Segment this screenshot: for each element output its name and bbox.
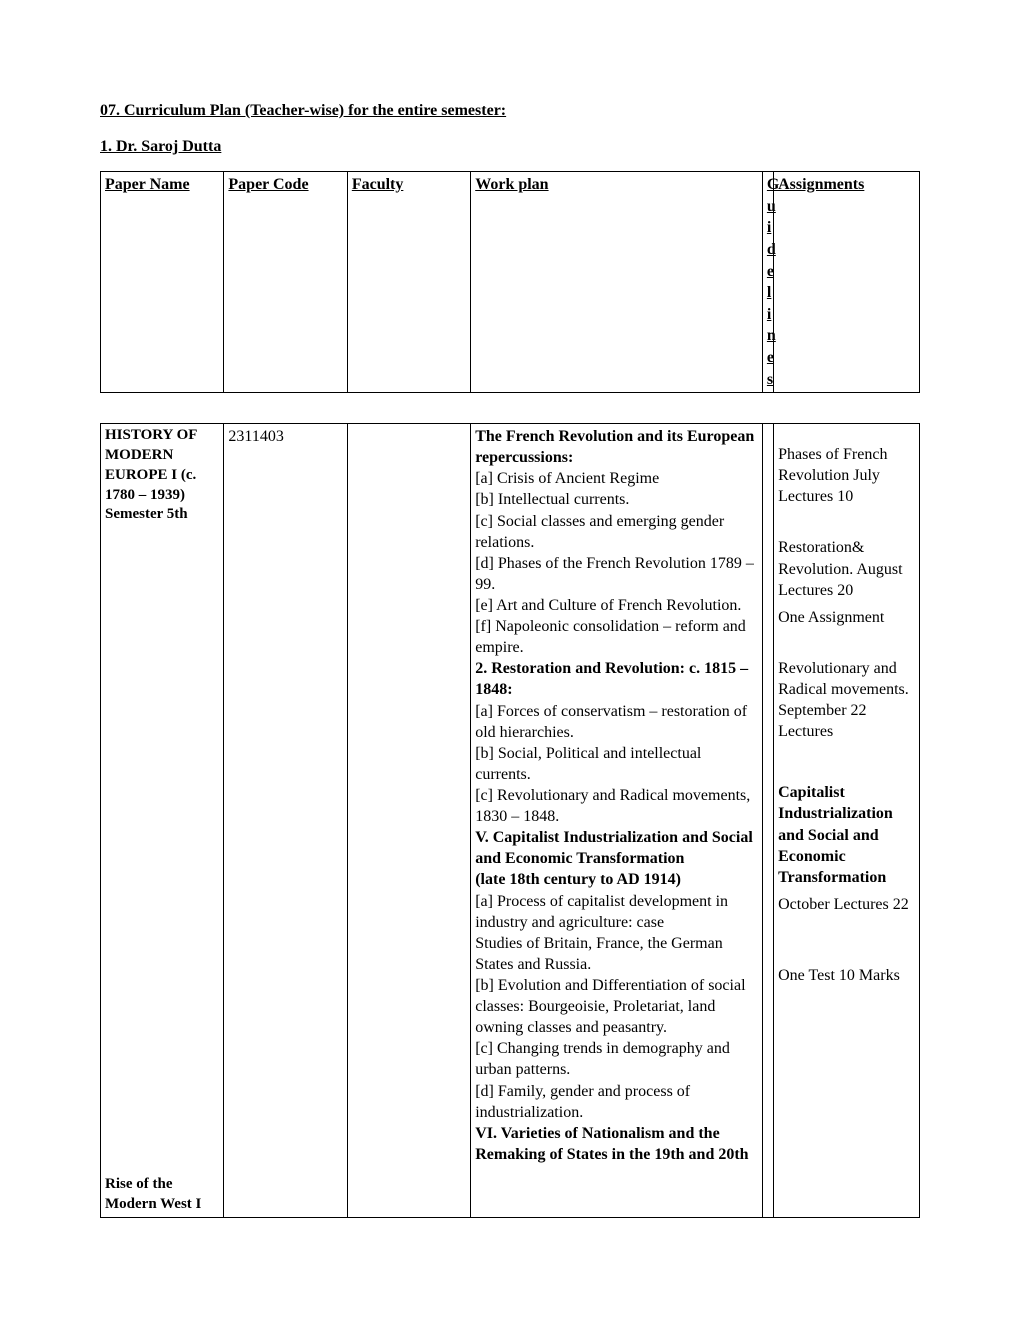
workplan-item: [b] Evolution and Differentiation of soc… [475,975,758,1038]
cell-paper-name: HISTORY OF MODERN EUROPE I (c. 1780 – 19… [101,424,224,1218]
teacher-heading: 1. Dr. Saroj Dutta [100,136,920,158]
cell-assignments: Phases of French Revolution July Lecture… [774,424,920,1218]
header-paper-code: Paper Code [224,172,347,393]
section-heading: 07. Curriculum Plan (Teacher-wise) for t… [100,100,920,122]
workplan-item: [e] Art and Culture of French Revolution… [475,595,758,616]
assignment-item: Revolutionary and Radical movements. Sep… [778,658,915,742]
cell-guidelines [762,424,773,1218]
workplan-item: [a] Crisis of Ancient Regime [475,468,758,489]
workplan-item: Studies of Britain, France, the German S… [475,933,758,975]
assignment-item-bold: Capitalist Industrialization and Social … [778,784,893,885]
table-row: HISTORY OF MODERN EUROPE I (c. 1780 – 19… [101,424,920,1218]
workplan-sec6-title: VI. Varieties of Nationalism and the Rem… [475,1123,758,1165]
workplan-item: [c] Changing trends in demography and ur… [475,1038,758,1080]
workplan-item: [a] Forces of conservatism – restoration… [475,701,758,743]
paper-name-sub: Rise of the Modern West I [105,1175,219,1215]
assignment-item: Restoration& Revolution. August Lectures… [778,537,915,600]
header-table: Paper Name Paper Code Faculty Work plan … [100,171,920,393]
workplan-sec5-title1: V. Capitalist Industrialization and Soci… [475,827,758,869]
header-workplan: Work plan [471,172,763,393]
workplan-item: [b] Social, Political and intellectual c… [475,743,758,785]
paper-name-main: HISTORY OF MODERN EUROPE I (c. 1780 – 19… [105,426,219,525]
workplan-item: [d] Family, gender and process of indust… [475,1081,758,1123]
workplan-item: [b] Intellectual currents. [475,489,758,510]
workplan-sec1-title: The French Revolution and its European r… [475,426,758,468]
assignment-item: One Assignment [778,607,915,628]
header-faculty: Faculty [347,172,470,393]
workplan-item: [f] Napoleonic consolidation – reform an… [475,616,758,658]
assignment-item: October Lectures 22 [778,894,915,915]
header-row: Paper Name Paper Code Faculty Work plan … [101,172,920,393]
workplan-sec2-title: 2. Restoration and Revolution: c. 1815 –… [475,658,758,700]
workplan-sec5-title2: (late 18th century to AD 1914) [475,869,758,890]
cell-paper-code: 2311403 [224,424,347,1218]
cell-workplan: The French Revolution and its European r… [471,424,763,1218]
header-guidelines: Guidelines [762,172,773,393]
cell-faculty [347,424,470,1218]
workplan-item: [d] Phases of the French Revolution 1789… [475,553,758,595]
header-paper-name: Paper Name [101,172,224,393]
workplan-item: [a] Process of capitalist development in… [475,891,758,933]
content-table: HISTORY OF MODERN EUROPE I (c. 1780 – 19… [100,423,920,1218]
header-assignments: Assignments [774,172,920,393]
assignment-item: Phases of French Revolution July Lecture… [778,444,915,507]
assignment-item: One Test 10 Marks [778,965,915,986]
workplan-item: [c] Social classes and emerging gender r… [475,511,758,553]
workplan-item: [c] Revolutionary and Radical movements,… [475,785,758,827]
assignment-item: Capitalist Industrialization and Social … [778,782,915,888]
